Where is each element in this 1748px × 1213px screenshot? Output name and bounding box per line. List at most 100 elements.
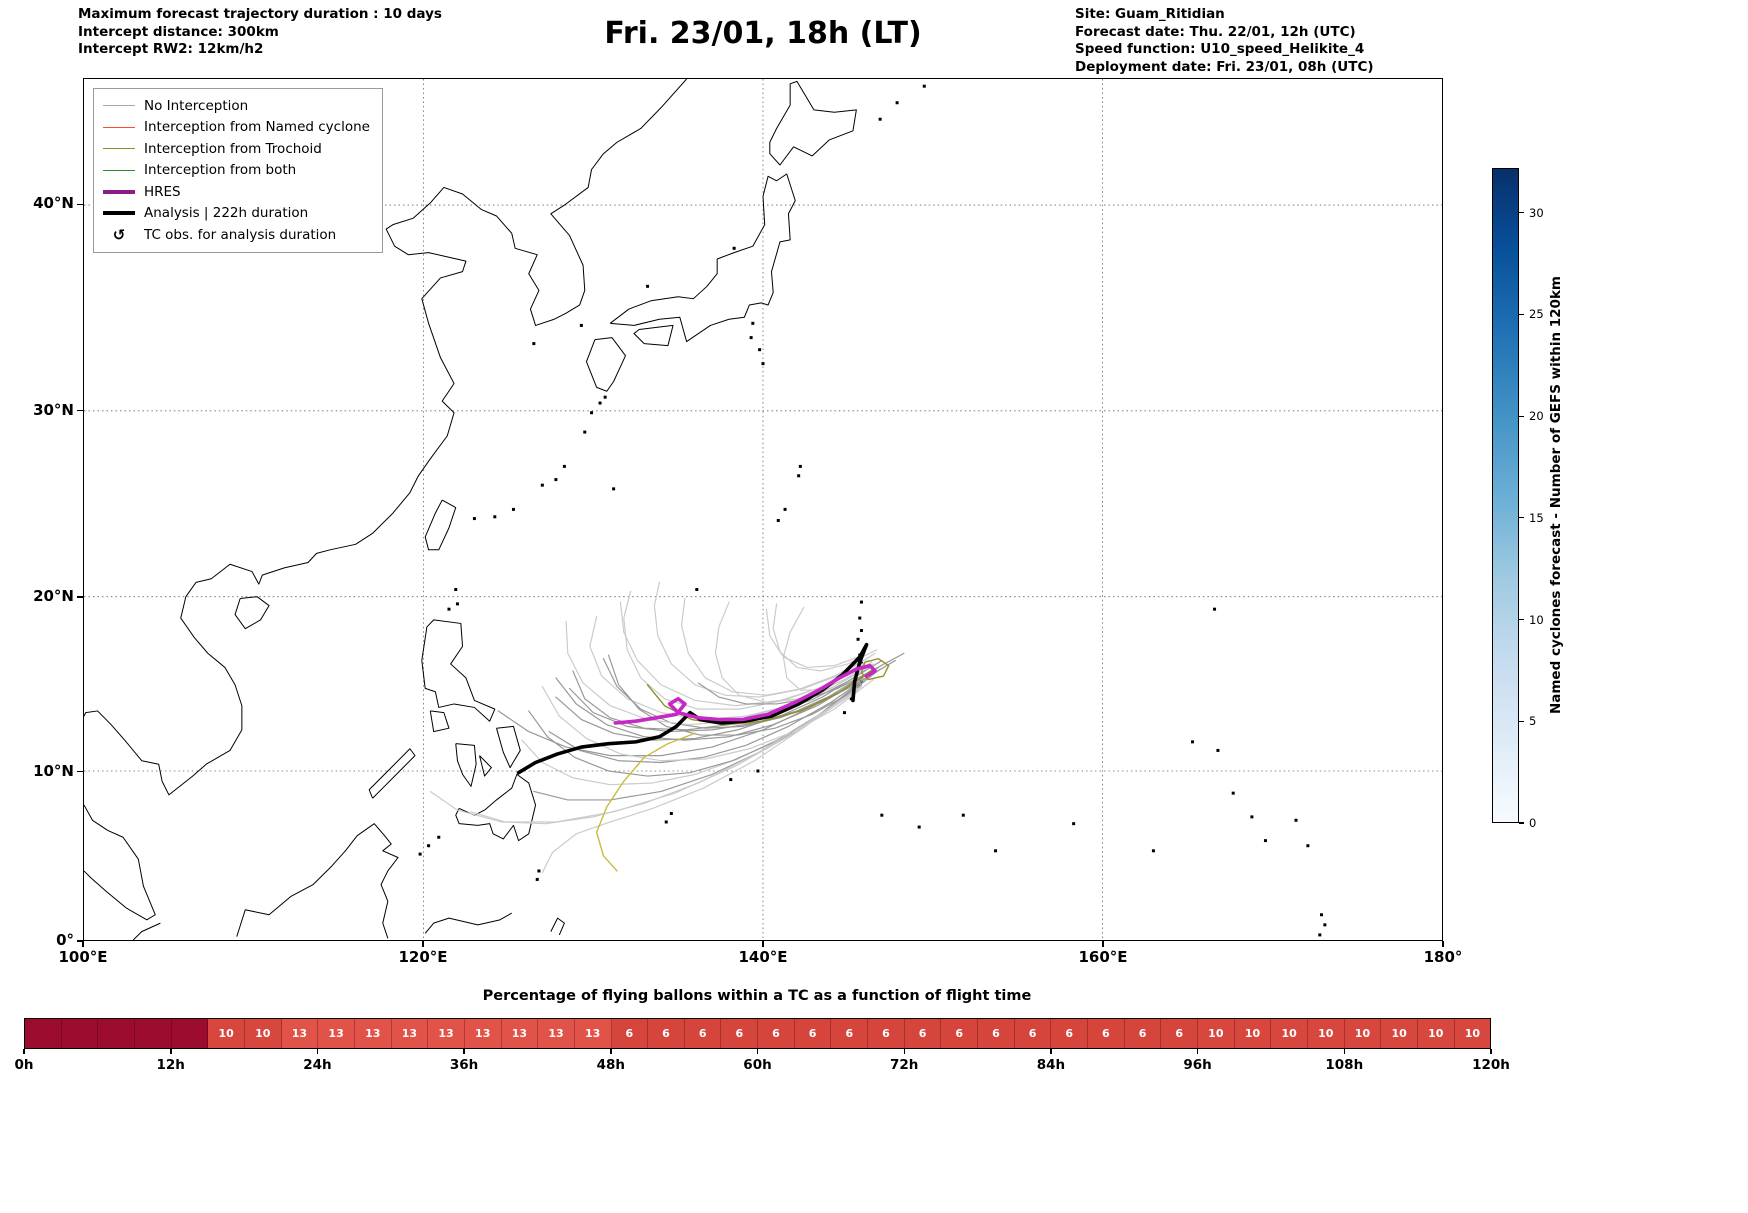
island-dot xyxy=(895,101,899,105)
track-GEFS-10 xyxy=(680,597,876,696)
header-right-line-3: Speed function: U10_speed_Helikite_4 xyxy=(1075,41,1365,57)
track-GEFS-17 xyxy=(782,606,873,691)
strip-cell: 6 xyxy=(941,1019,979,1048)
island-dot xyxy=(751,321,755,325)
x-tick-label: 160°E xyxy=(1078,948,1128,966)
track-GEFS-25 xyxy=(541,679,874,762)
island-dot xyxy=(1072,822,1076,826)
colorbar-tick-mark xyxy=(1519,720,1524,722)
strip-tick-label: 72h xyxy=(889,1057,919,1073)
strip-cell: 13 xyxy=(391,1019,429,1048)
island-dot xyxy=(749,336,753,340)
island-dot xyxy=(917,825,921,829)
coastline xyxy=(585,337,627,392)
legend-item: Interception from Trochoid xyxy=(103,138,370,160)
strip-cell: 6 xyxy=(611,1019,649,1048)
strip-tick-label: 24h xyxy=(303,1057,332,1073)
strip-cell: 13 xyxy=(428,1019,465,1048)
x-tick-mark xyxy=(1442,941,1444,947)
track-GEFS-16 xyxy=(607,654,881,736)
strip-cell: 6 xyxy=(1051,1019,1089,1048)
island-dot xyxy=(729,778,733,782)
colorbar-label: Named cyclones forecast - Number of GEFS… xyxy=(1548,276,1564,715)
strip-tick-label: 120h xyxy=(1472,1057,1510,1073)
coastline xyxy=(455,743,477,787)
island-dot xyxy=(1263,839,1267,843)
island-dot xyxy=(1151,849,1155,853)
track-GEFS-09 xyxy=(541,687,857,874)
island-dot xyxy=(1213,607,1217,611)
island-dot xyxy=(758,348,762,352)
island-dot xyxy=(454,588,458,592)
strip-title: Percentage of flying ballons within a TC… xyxy=(482,988,1032,1004)
track-GEFS-04 xyxy=(555,670,866,741)
trajectory-map xyxy=(84,79,1442,940)
coastline xyxy=(633,324,674,347)
track-GEFS-14 xyxy=(497,673,866,757)
island-dot xyxy=(493,515,497,519)
strip-tick-mark xyxy=(1490,1049,1492,1054)
track-GEFS-22 xyxy=(429,689,859,823)
legend-line-sample xyxy=(103,126,135,128)
island-dot xyxy=(554,478,558,482)
legend-item: Interception from Named cyclone xyxy=(103,117,370,139)
strip-cell: 13 xyxy=(281,1019,319,1048)
strip-tick-label: 0h xyxy=(14,1057,34,1073)
strip-cell: 10 xyxy=(1307,1019,1345,1048)
strip-cell xyxy=(61,1019,99,1048)
island-dot xyxy=(537,869,541,873)
x-tick-label: 140°E xyxy=(738,948,788,966)
strip-cell xyxy=(98,1019,135,1048)
x-tick-mark xyxy=(1102,941,1104,947)
island-dot xyxy=(1231,791,1235,795)
header-right-line-2: Forecast date: Thu. 22/01, 12h (UTC) xyxy=(1075,23,1356,40)
island-dot xyxy=(427,844,431,848)
island-dot xyxy=(1318,933,1322,937)
coastline xyxy=(421,619,496,722)
island-dot xyxy=(579,323,583,327)
island-dot xyxy=(732,246,736,250)
header-left-line-3: Intercept RW2: 12km/h2 xyxy=(78,41,264,57)
track-GEFS-26 xyxy=(765,608,864,669)
strip-tick-label: 108h xyxy=(1325,1057,1364,1073)
strip-cell: 10 xyxy=(1198,1019,1235,1048)
strip-tick-label: 36h xyxy=(449,1057,479,1073)
island-dot xyxy=(1306,844,1310,848)
island-dot xyxy=(856,637,860,641)
strip-cell xyxy=(134,1019,172,1048)
island-dot xyxy=(922,84,926,88)
x-tick-mark xyxy=(422,941,424,947)
coastline xyxy=(424,499,457,551)
island-dot xyxy=(540,483,544,487)
strip-cell: 6 xyxy=(794,1019,832,1048)
strip-cell: 13 xyxy=(538,1019,575,1048)
coastline xyxy=(234,596,270,630)
island-dot xyxy=(761,362,765,366)
strip-tick-mark xyxy=(170,1049,172,1054)
colorbar-tick-mark xyxy=(1519,415,1524,417)
colorbar-label-wrap: Named cyclones forecast - Number of GEFS… xyxy=(1543,168,1569,823)
strip-tick-mark xyxy=(23,1049,25,1054)
island-dot xyxy=(849,697,853,701)
track-GEFS-15 xyxy=(619,601,868,707)
strip-tick-mark xyxy=(1050,1049,1052,1054)
colorbar-tick-mark xyxy=(1519,822,1524,824)
y-tick-label: 30°N xyxy=(33,400,74,419)
island-dot xyxy=(472,517,476,521)
strip-cell: 6 xyxy=(1088,1019,1125,1048)
island-dot xyxy=(961,813,965,817)
coastline xyxy=(236,823,399,939)
strip-tick-label: 12h xyxy=(156,1057,185,1073)
legend-label: Analysis | 222h duration xyxy=(144,205,309,222)
coastline xyxy=(132,922,161,940)
island-dot xyxy=(776,518,780,522)
legend-item: Analysis | 222h duration xyxy=(103,203,370,225)
island-dot xyxy=(878,117,882,121)
legend-line-sample xyxy=(103,169,135,171)
legend-line-sample xyxy=(103,148,135,150)
colorbar-tick-mark xyxy=(1519,517,1524,519)
tc-obs-icon: ↺ xyxy=(112,225,126,244)
island-dot xyxy=(598,401,602,405)
colorbar-tick-label: 10 xyxy=(1529,612,1544,627)
island-dot xyxy=(1250,815,1254,819)
